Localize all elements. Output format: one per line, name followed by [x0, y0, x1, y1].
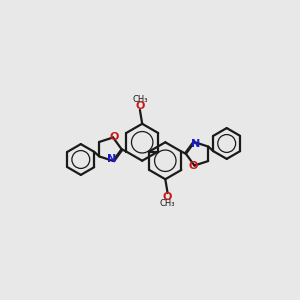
Text: CH₃: CH₃	[159, 200, 175, 208]
Text: N: N	[191, 139, 201, 148]
Text: O: O	[109, 132, 119, 142]
Text: CH₃: CH₃	[133, 94, 148, 103]
Text: O: O	[189, 161, 198, 171]
Text: O: O	[135, 101, 145, 111]
Text: N: N	[107, 154, 116, 164]
Text: O: O	[163, 192, 172, 202]
